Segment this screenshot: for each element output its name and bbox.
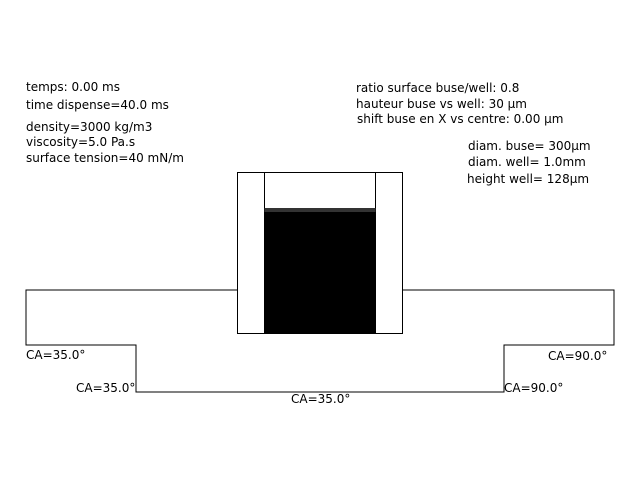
- fluid-meniscus: [264, 208, 376, 212]
- nozzle-diameter-label: diam. buse= 300µm: [468, 139, 591, 153]
- well-height-label: height well= 128µm: [467, 172, 590, 186]
- contact-angle-left-bottom: CA=35.0°: [76, 381, 136, 395]
- dispense-time-label: time dispense=40.0 ms: [26, 98, 169, 112]
- contact-angle-left-top: CA=35.0°: [26, 348, 86, 362]
- contact-angle-right-top: CA=90.0°: [548, 349, 608, 363]
- viscosity-label: viscosity=5.0 Pa.s: [26, 135, 136, 149]
- fluid-column: [264, 209, 376, 334]
- contact-angle-right-bottom: CA=90.0°: [504, 381, 564, 395]
- ratio-label: ratio surface buse/well: 0.8: [356, 81, 520, 95]
- well-diameter-label: diam. well= 1.0mm: [468, 155, 586, 169]
- nozzle-left-wall: [237, 172, 265, 334]
- nozzle-height-label: hauteur buse vs well: 30 µm: [356, 97, 527, 111]
- density-label: density=3000 kg/m3: [26, 120, 153, 134]
- time-label: temps: 0.00 ms: [26, 80, 120, 94]
- well-outline: [25, 289, 615, 393]
- nozzle-shift-label: shift buse en X vs centre: 0.00 µm: [357, 112, 564, 126]
- nozzle-right-wall: [375, 172, 403, 334]
- surface-tension-label: surface tension=40 mN/m: [26, 151, 184, 165]
- contact-angle-bottom: CA=35.0°: [291, 392, 351, 406]
